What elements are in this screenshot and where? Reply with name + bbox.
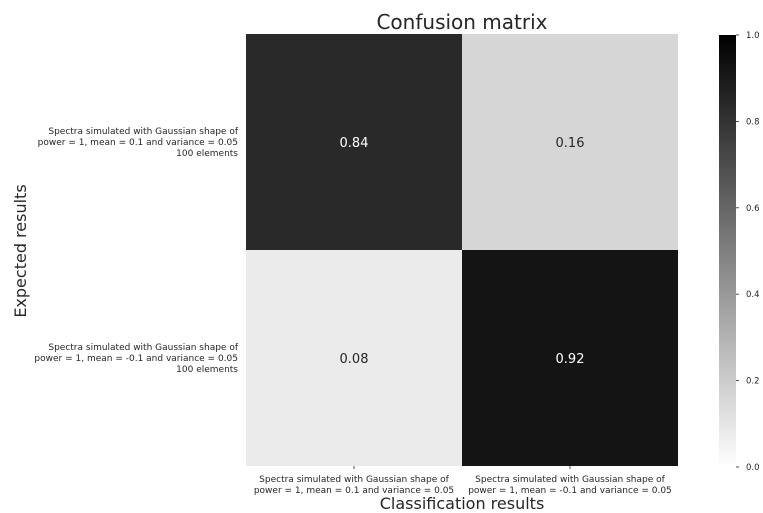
x-tick-labels: Spectra simulated with Gaussian shape of…: [254, 466, 672, 496]
colorbar: [719, 35, 736, 467]
heatmap-cells: 0.84 0.16 0.08 0.92: [246, 34, 678, 466]
colorbar-ticks: 0.0 0.2 0.4 0.6 0.8 1.0: [736, 31, 760, 473]
colorbar-tick-label: 0.2: [746, 377, 760, 387]
chart-title: Confusion matrix: [376, 10, 547, 34]
cell-value-label: 0.84: [340, 136, 369, 151]
colorbar-tick-label: 0.6: [746, 204, 760, 214]
x-tick-label: Spectra simulated with Gaussian shape of…: [468, 475, 672, 496]
heatmap-cell-r1-c1: [462, 250, 678, 466]
x-axis-label: Classification results: [380, 494, 545, 513]
heatmap-cell-r1-c0: [246, 250, 462, 466]
y-tick-labels: Spectra simulated with Gaussian shape of…: [34, 127, 238, 375]
colorbar-tick-label: 0.0: [746, 463, 760, 473]
cell-value-label: 0.92: [556, 352, 585, 367]
colorbar-tick-label: 0.4: [746, 290, 760, 300]
cell-value-label: 0.08: [340, 352, 369, 367]
y-tick-label: Spectra simulated with Gaussian shape of…: [34, 343, 238, 375]
colorbar-tick-label: 1.0: [746, 31, 760, 41]
heatmap-cell-r0-c1: [462, 34, 678, 250]
colorbar-tick-label: 0.8: [746, 117, 760, 127]
heatmap-cell-r0-c0: [246, 34, 462, 250]
y-axis-label: Expected results: [11, 184, 30, 317]
x-tick-label: Spectra simulated with Gaussian shape of…: [254, 475, 454, 496]
cell-value-label: 0.16: [556, 136, 585, 151]
y-tick-label: Spectra simulated with Gaussian shape of…: [38, 127, 239, 159]
